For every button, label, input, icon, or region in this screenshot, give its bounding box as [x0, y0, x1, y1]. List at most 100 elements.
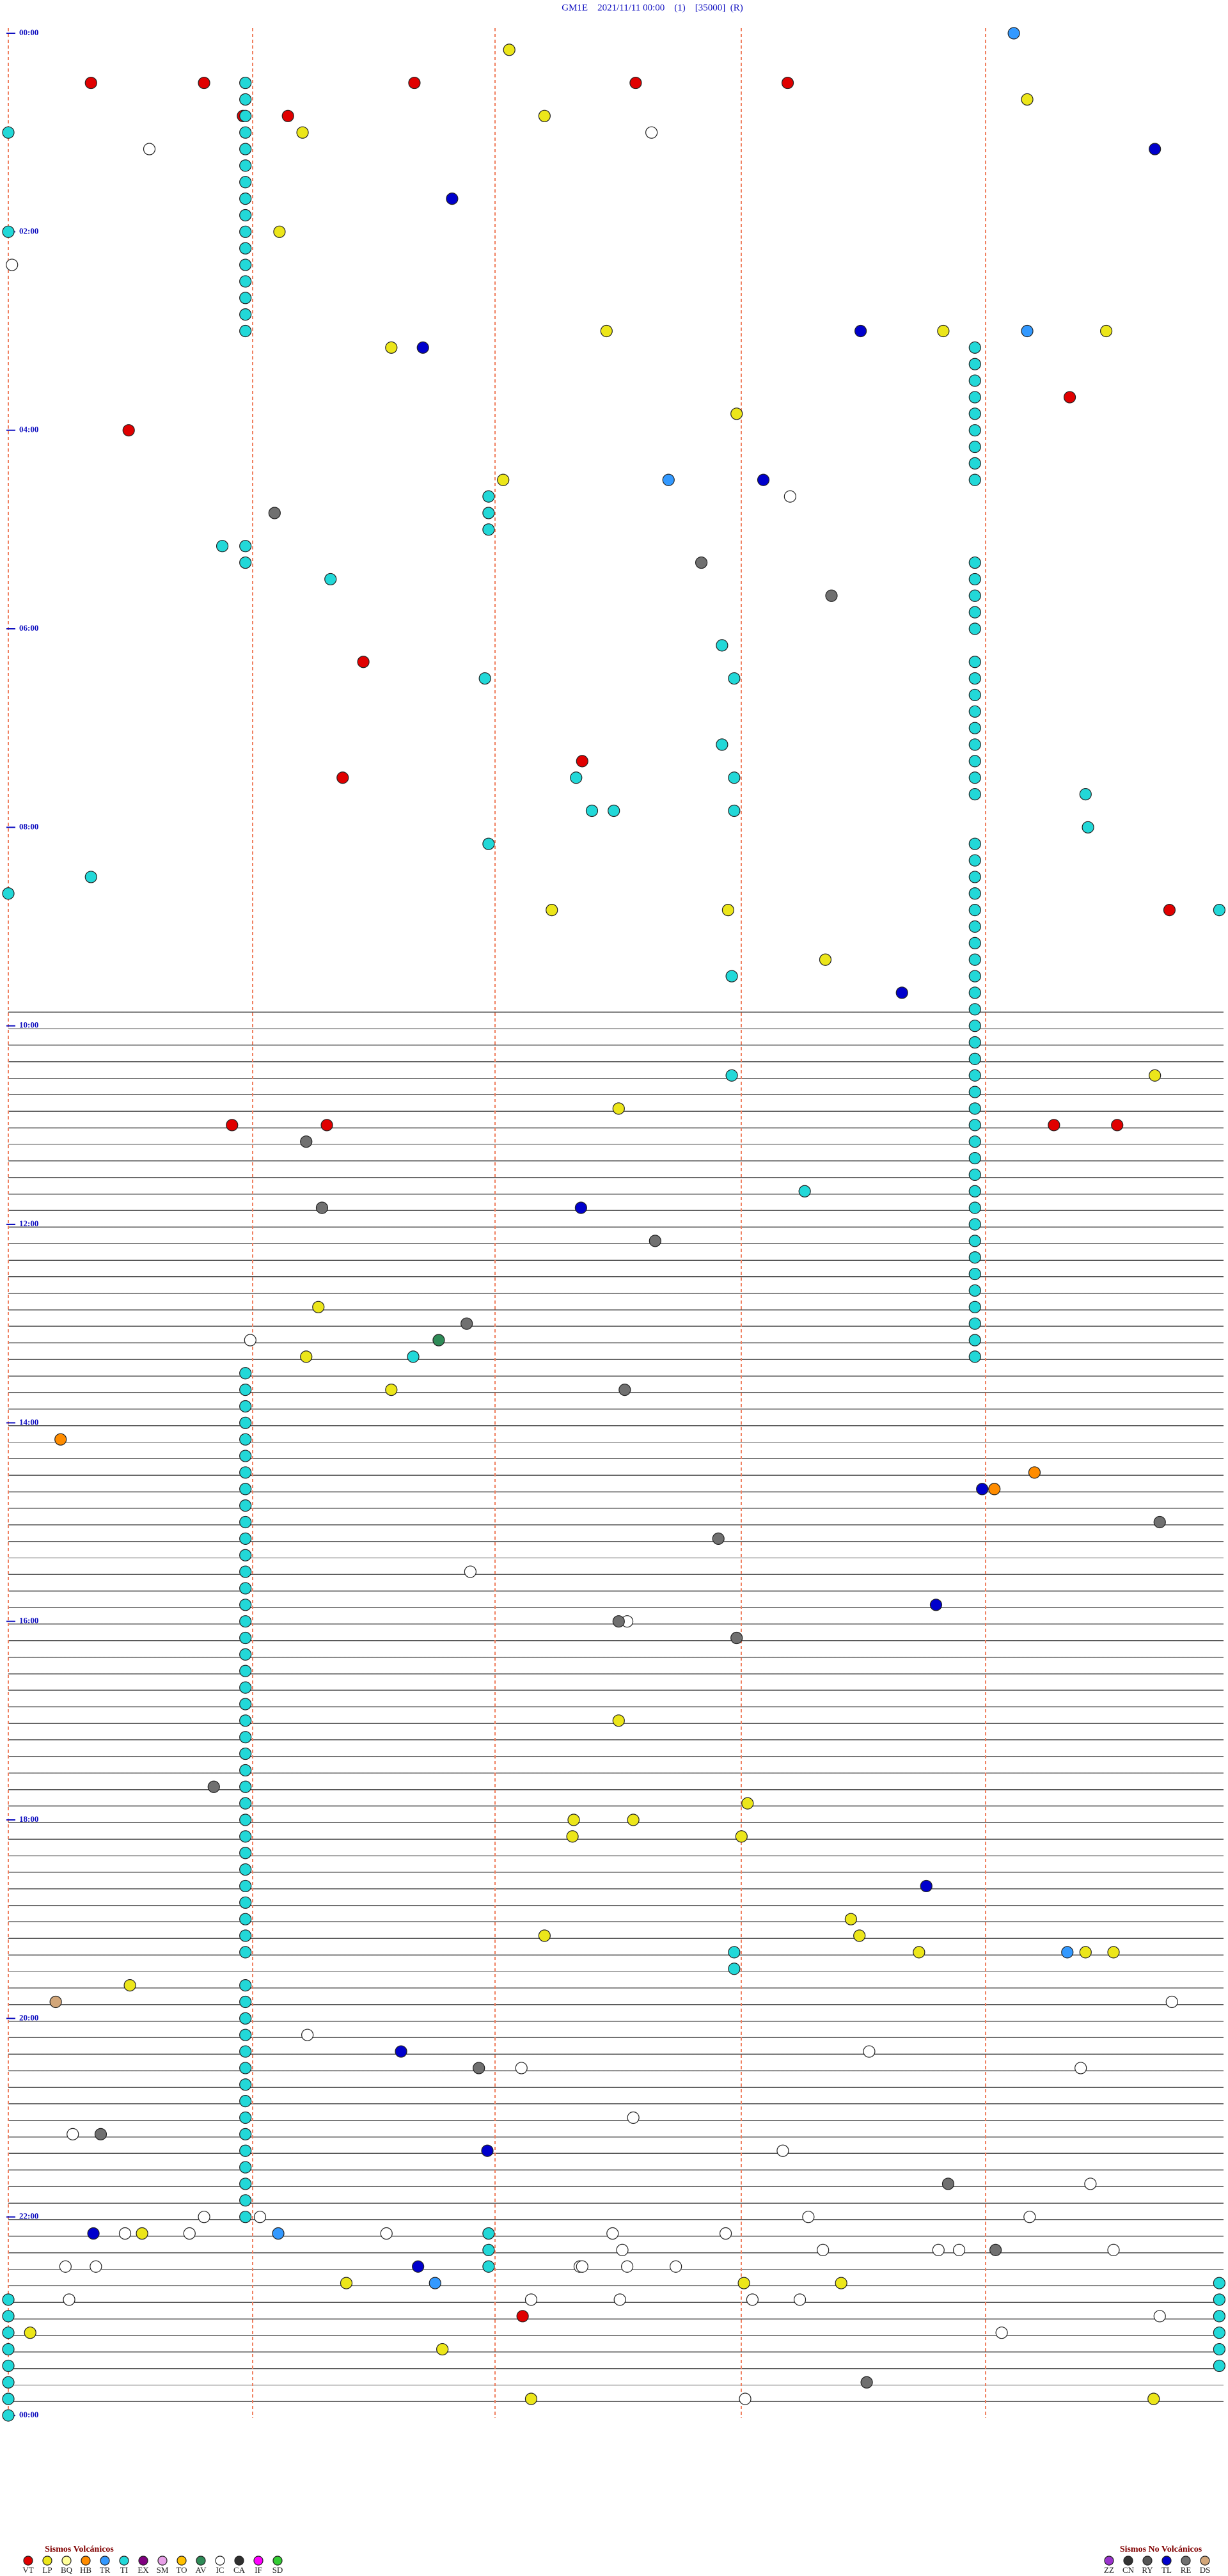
event-marker [239, 1863, 252, 1876]
event-marker [968, 1119, 981, 1132]
event-marker [913, 1946, 925, 1959]
event-marker [239, 1830, 252, 1843]
event-marker [272, 2227, 285, 2240]
event-marker [989, 2243, 1002, 2256]
hour-label: 12:00 [19, 1219, 38, 1228]
event-marker [968, 854, 981, 867]
event-marker [464, 1565, 476, 1578]
event-marker [239, 1698, 252, 1711]
event-marker [239, 1847, 252, 1860]
event-marker [136, 2227, 148, 2240]
event-marker [968, 589, 981, 602]
event-marker [239, 1946, 252, 1959]
event-marker [301, 2028, 314, 2041]
legend-label: IF [255, 2565, 262, 2575]
event-marker [695, 556, 708, 569]
event-marker [239, 2194, 252, 2207]
event-marker [436, 2343, 449, 2356]
event-marker [239, 1681, 252, 1694]
event-marker [1048, 1119, 1060, 1132]
event-marker [1107, 2243, 1120, 2256]
event-marker [662, 473, 675, 486]
legend-marker [1161, 2556, 1172, 2566]
event-marker [538, 1929, 551, 1942]
event-marker [968, 1151, 981, 1165]
event-marker [239, 242, 252, 255]
hour-label: 18:00 [19, 1814, 38, 1824]
event-marker [968, 473, 981, 486]
event-marker [460, 1317, 473, 1330]
event-marker [239, 1896, 252, 1909]
legend-marker [1200, 2556, 1210, 2566]
event-marker [629, 76, 642, 90]
event-marker [968, 986, 981, 999]
event-marker [90, 2260, 102, 2273]
event-marker [239, 1631, 252, 1645]
event-marker [793, 2293, 807, 2306]
event-marker [49, 1995, 62, 2009]
event-marker [497, 473, 510, 486]
event-marker [524, 2293, 538, 2306]
event-marker [854, 324, 867, 338]
event-marker [239, 1764, 252, 1777]
event-marker [239, 1483, 252, 1496]
event-marker [216, 540, 229, 553]
event-marker [988, 1483, 1001, 1496]
event-marker [576, 2260, 588, 2273]
legend-label: RE [1181, 2565, 1192, 2575]
event-marker [1213, 2343, 1225, 2356]
event-marker [783, 490, 796, 503]
event-marker [2, 2293, 15, 2306]
event-marker [239, 1565, 252, 1578]
event-marker [968, 1102, 981, 1115]
event-marker [63, 2293, 75, 2306]
legend-label: RY [1142, 2565, 1153, 2575]
event-marker [239, 176, 252, 189]
event-marker [67, 2128, 79, 2140]
event-marker [1100, 324, 1113, 338]
event-marker [1213, 2277, 1225, 2289]
event-marker [976, 1483, 989, 1496]
event-marker [239, 109, 252, 122]
event-marker [412, 2260, 425, 2273]
event-marker [968, 1334, 981, 1347]
event-marker [968, 358, 981, 370]
event-marker [613, 2293, 626, 2306]
event-marker [728, 804, 741, 818]
event-marker [621, 2260, 634, 2273]
event-marker [968, 1003, 981, 1016]
event-marker [239, 1549, 252, 1561]
hour-label: 00:00 [19, 2410, 38, 2419]
event-marker [239, 1714, 252, 1727]
event-marker [725, 970, 738, 983]
chart-title: GM1E 2021/11/11 00:00 (1) [35000] (R) [562, 3, 743, 13]
event-marker [968, 1168, 981, 1181]
event-marker [968, 722, 981, 734]
event-marker [432, 1334, 445, 1347]
event-marker [728, 1963, 741, 1975]
legend-label: IC [216, 2565, 224, 2575]
event-marker [1153, 2310, 1166, 2323]
legend-marker [1181, 2556, 1191, 2566]
event-marker [968, 457, 981, 470]
event-marker [776, 2144, 789, 2157]
event-marker [54, 1433, 67, 1446]
event-marker [268, 507, 281, 519]
event-marker [606, 2227, 619, 2240]
event-marker [1021, 93, 1034, 106]
event-marker [968, 656, 981, 668]
event-marker [239, 1416, 252, 1429]
event-marker [239, 209, 252, 222]
event-marker [239, 2128, 252, 2140]
event-marker [312, 1300, 325, 1313]
legend-label: AV [195, 2565, 207, 2575]
event-marker [570, 771, 583, 784]
event-marker [2, 126, 15, 139]
event-marker [566, 1830, 579, 1843]
event-marker [1147, 2392, 1160, 2405]
event-marker [315, 1201, 329, 1214]
legend-marker [253, 2556, 264, 2566]
event-marker [239, 1599, 252, 1611]
event-marker [612, 1714, 625, 1727]
